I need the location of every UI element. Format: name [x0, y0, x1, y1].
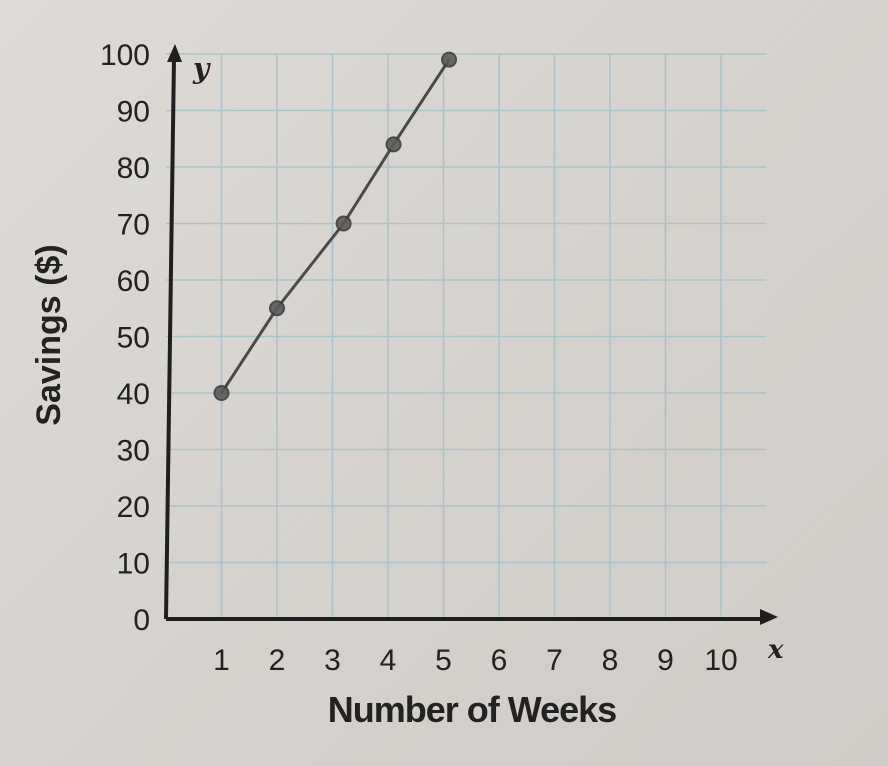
data-point: [213, 385, 230, 401]
x-tick-label: 7: [546, 644, 563, 677]
grid: [166, 53, 767, 619]
x-tick-label: 4: [380, 644, 397, 677]
x-axis-letter: x: [767, 635, 784, 665]
series-line: [220, 58, 451, 395]
x-axis-arrow: [760, 609, 778, 625]
x-axis-label: Number of Weeks: [328, 689, 616, 730]
data-point: [335, 215, 352, 232]
data-point: [269, 300, 285, 317]
x-tick-label: 2: [269, 644, 286, 677]
y-tick-label: 90: [117, 96, 150, 129]
data-point: [441, 51, 458, 68]
y-axis-label: Savings ($): [30, 244, 68, 425]
y-tick-label: 50: [117, 322, 150, 355]
y-tick-label: 20: [117, 491, 150, 524]
y-axis-arrow: [167, 44, 182, 62]
y-axis-letter: y: [192, 52, 211, 85]
data-point: [385, 136, 402, 153]
y-tick-label: 10: [117, 548, 150, 581]
x-tick-label: 5: [435, 644, 452, 677]
y-tick-label: 0: [133, 604, 150, 637]
x-tick-label: 9: [657, 644, 674, 677]
y-axis-line: [164, 57, 176, 620]
y-tick-label: 100: [100, 39, 150, 72]
x-tick-label: 1: [213, 644, 230, 677]
x-tick-label: 10: [704, 644, 737, 677]
y-tick-label: 80: [117, 152, 150, 185]
y-tick-label: 40: [117, 378, 150, 411]
x-tick-label: 8: [602, 644, 619, 677]
y-tick-label: 70: [117, 209, 150, 242]
data-points: [213, 51, 458, 401]
x-tick-label: 3: [324, 644, 341, 677]
y-tick-label: 30: [117, 435, 150, 468]
y-tick-label: 60: [117, 265, 150, 298]
series-line-path: [220, 58, 451, 395]
axes: [164, 44, 778, 625]
x-tick-label: 6: [491, 644, 508, 677]
